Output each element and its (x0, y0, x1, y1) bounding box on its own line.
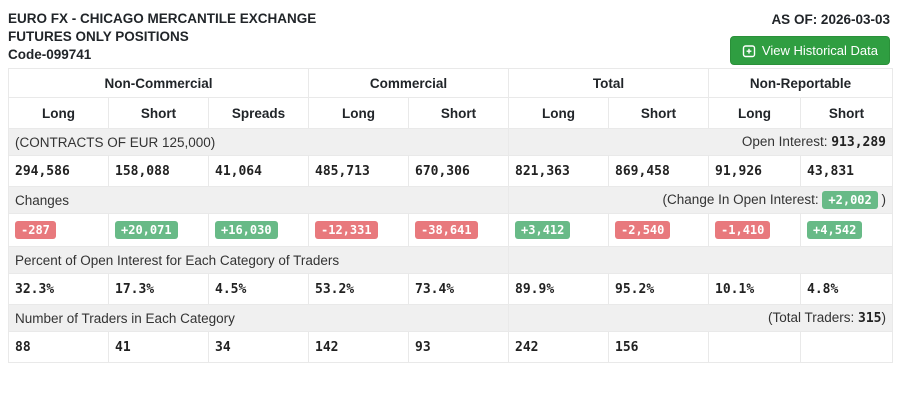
open-interest-label: Open Interest: (741, 134, 832, 149)
change-cell: -1,410 (708, 213, 802, 247)
percent-cell: 73.4% (407, 273, 510, 305)
change-cell: +3,412 (508, 213, 610, 247)
header-right: AS OF: 2026-03-03 View Historical Data (729, 12, 890, 65)
group-commercial: Commercial (307, 68, 510, 98)
change-badge: -287 (15, 221, 56, 239)
view-historical-data-label: View Historical Data (761, 43, 878, 58)
change-cell: +20,071 (108, 213, 209, 247)
open-interest-value: 913,289 (831, 135, 887, 150)
calendar-plus-icon (742, 44, 756, 58)
positions-cell: 158,088 (108, 155, 209, 187)
traders-cell: 156 (608, 331, 710, 363)
change-badge: +3,412 (515, 221, 571, 239)
traders-cell (708, 331, 802, 363)
traders-cell: 34 (208, 331, 309, 363)
traders-cell: 88 (8, 331, 109, 363)
col-c-long: Long (308, 97, 409, 129)
col-nr-short: Short (800, 97, 894, 129)
total-traders-cell: (Total Traders: 315) (508, 304, 894, 332)
cot-futures-table: Non-Commercial Commercial Total Non-Repo… (7, 68, 894, 363)
positions-cell: 485,713 (308, 155, 409, 187)
changes-label: Changes (7, 186, 510, 214)
group-total: Total (508, 68, 710, 98)
report-title: EURO FX - CHICAGO MERCANTILE EXCHANGE FU… (8, 10, 892, 64)
change-cell: -38,641 (407, 213, 510, 247)
percent-cell: 4.5% (208, 273, 309, 305)
positions-cell: 294,586 (8, 155, 109, 187)
change-badge: -1,410 (715, 221, 771, 239)
col-t-long: Long (508, 97, 610, 129)
change-cell: +4,542 (800, 213, 894, 247)
col-nr-long: Long (708, 97, 802, 129)
positions-cell: 869,458 (608, 155, 710, 187)
percent-cell: 32.3% (8, 273, 109, 305)
col-nc-long: Long (8, 97, 109, 129)
percent-row: 32.3% 17.3% 4.5% 53.2% 73.4% 89.9% 95.2%… (8, 273, 894, 305)
col-t-short: Short (608, 97, 710, 129)
col-nc-spreads: Spreads (208, 97, 309, 129)
positions-cell: 670,306 (407, 155, 510, 187)
positions-cell: 91,926 (708, 155, 802, 187)
total-traders-prefix: (Total Traders: (768, 310, 859, 325)
total-traders-suffix: ) (881, 310, 887, 325)
traders-cell: 41 (108, 331, 209, 363)
percent-cell: 17.3% (108, 273, 209, 305)
change-badge: +20,071 (115, 221, 178, 239)
title-line-2: FUTURES ONLY POSITIONS (8, 29, 189, 44)
change-cell: +16,030 (208, 213, 309, 247)
contracts-section-row: (CONTRACTS OF EUR 125,000) Open Interest… (7, 128, 894, 156)
change-badge: +4,542 (807, 221, 863, 239)
group-non-reportable: Non-Reportable (708, 68, 894, 98)
change-badge: -38,641 (415, 221, 478, 239)
percent-cell: 95.2% (608, 273, 710, 305)
col-nc-short: Short (108, 97, 209, 129)
total-traders-value: 315 (858, 311, 882, 326)
traders-cell: 242 (508, 331, 610, 363)
change-oi-cell: (Change In Open Interest: +2,002 ) (508, 186, 894, 214)
changes-row: -287 +20,071 +16,030 -12,331 -38,641 +3,… (8, 213, 894, 247)
title-line-1: EURO FX - CHICAGO MERCANTILE EXCHANGE (8, 11, 317, 26)
change-cell: -12,331 (308, 213, 409, 247)
percent-section-row: Percent of Open Interest for Each Catego… (7, 246, 894, 274)
change-badge: -2,540 (615, 221, 671, 239)
open-interest-cell: Open Interest: 913,289 (508, 128, 894, 156)
traders-cell (800, 331, 894, 363)
percent-section-empty (508, 246, 894, 274)
traders-row: 88 41 34 142 93 242 156 (8, 331, 894, 363)
positions-row: 294,586 158,088 41,064 485,713 670,306 8… (8, 155, 894, 187)
positions-cell: 41,064 (208, 155, 309, 187)
change-cell: -287 (8, 213, 109, 247)
column-header-row: Long Short Spreads Long Short Long Short… (8, 97, 894, 129)
change-oi-suffix: ) (877, 192, 887, 207)
change-badge: -12,331 (315, 221, 378, 239)
change-badge: +16,030 (215, 221, 278, 239)
page-header: EURO FX - CHICAGO MERCANTILE EXCHANGE FU… (0, 0, 900, 68)
col-c-short: Short (407, 97, 510, 129)
percent-cell: 53.2% (308, 273, 409, 305)
group-non-commercial: Non-Commercial (8, 68, 309, 98)
traders-label: Number of Traders in Each Category (7, 304, 510, 332)
view-historical-data-button[interactable]: View Historical Data (729, 36, 890, 65)
report-code: Code-099741 (8, 47, 92, 62)
percent-label: Percent of Open Interest for Each Catego… (7, 246, 510, 274)
change-oi-badge: +2,002 (822, 191, 878, 209)
change-cell: -2,540 (608, 213, 710, 247)
group-header-row: Non-Commercial Commercial Total Non-Repo… (8, 68, 894, 98)
as-of-date: AS OF: 2026-03-03 (771, 12, 890, 27)
percent-cell: 89.9% (508, 273, 610, 305)
positions-cell: 43,831 (800, 155, 894, 187)
positions-cell: 821,363 (508, 155, 610, 187)
traders-cell: 93 (407, 331, 510, 363)
traders-section-row: Number of Traders in Each Category (Tota… (7, 304, 894, 332)
percent-cell: 4.8% (800, 273, 894, 305)
traders-cell: 142 (308, 331, 409, 363)
changes-section-row: Changes (Change In Open Interest: +2,002… (7, 186, 894, 214)
change-oi-prefix: (Change In Open Interest: (662, 192, 823, 207)
contracts-label: (CONTRACTS OF EUR 125,000) (7, 128, 510, 156)
percent-cell: 10.1% (708, 273, 802, 305)
